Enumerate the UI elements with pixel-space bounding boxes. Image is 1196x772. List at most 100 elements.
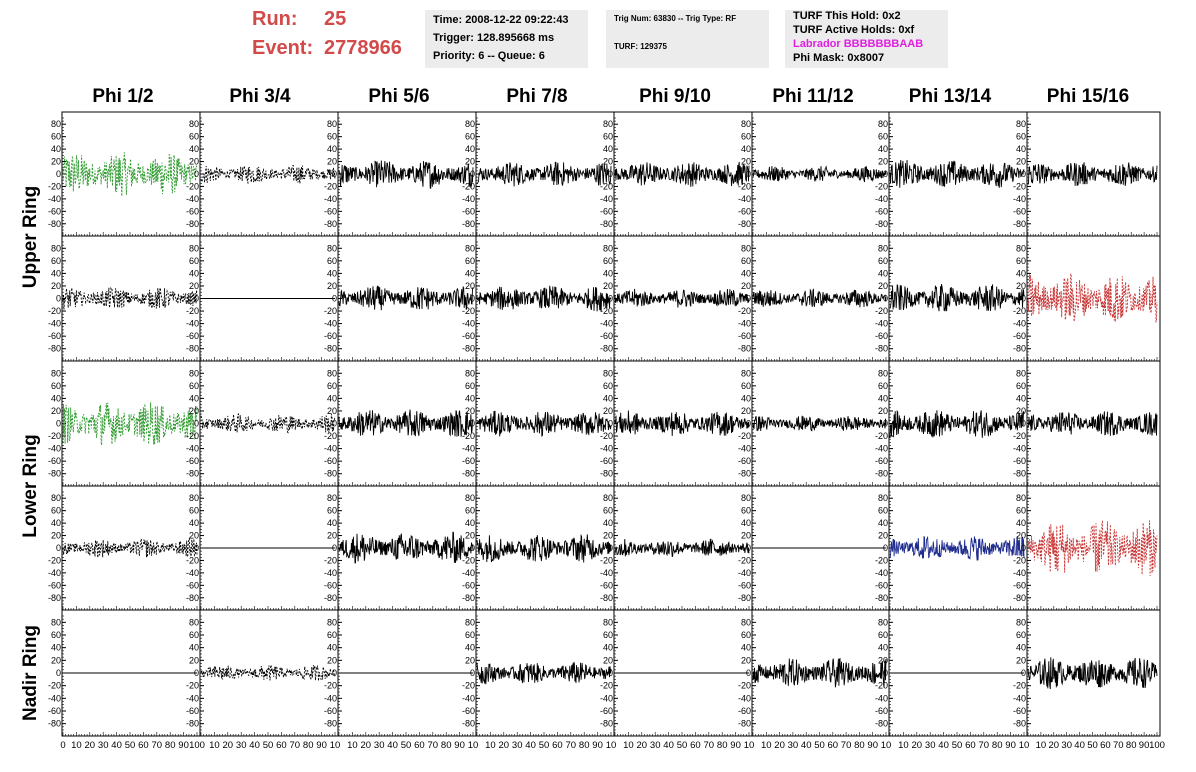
y-tick-label: 40 [189, 393, 199, 403]
y-tick-label: -60 [875, 706, 888, 716]
y-tick-label: -60 [462, 331, 475, 341]
x-tick-label: 40 [663, 740, 674, 751]
x-tick-label: 90 [867, 740, 878, 751]
y-tick-label: 60 [878, 256, 888, 266]
y-tick-label: 20 [465, 406, 475, 416]
x-tick-label: 80 [579, 740, 590, 751]
y-tick-label: 0 [194, 668, 199, 678]
y-tick-label: -20 [738, 181, 751, 191]
y-tick-label: 20 [1016, 531, 1026, 541]
waveform-trace-r2-c3 [476, 410, 612, 437]
y-tick-label: -80 [875, 593, 888, 603]
x-tick-label: 80 [717, 740, 728, 751]
x-tick-label: 50 [814, 740, 825, 751]
y-tick-label: 40 [465, 393, 475, 403]
y-tick-label: -80 [738, 593, 751, 603]
y-tick-label: -20 [48, 681, 61, 691]
y-tick-label: 20 [189, 157, 199, 167]
y-tick-label: -20 [738, 555, 751, 565]
y-tick-label: 20 [51, 531, 61, 541]
y-tick-label: 20 [51, 281, 61, 291]
waveform-trace-r1-c2 [338, 285, 474, 311]
y-tick-label: 0 [746, 668, 751, 678]
y-tick-label: 60 [465, 381, 475, 391]
y-tick-label: -80 [186, 593, 199, 603]
y-tick-label: -80 [1013, 469, 1026, 479]
y-tick-label: -20 [324, 431, 337, 441]
x-tick-label: 10 [1019, 740, 1030, 751]
y-tick-label: -40 [1013, 319, 1026, 329]
column-header-phi-7-8: Phi 7/8 [506, 86, 568, 107]
y-tick-label: 20 [741, 157, 751, 167]
y-tick-label: 20 [741, 655, 751, 665]
y-tick-label: -80 [738, 469, 751, 479]
y-tick-label: -80 [600, 593, 613, 603]
waveform-trace-r0-c0 [62, 152, 198, 197]
x-tick-label: 100 [1149, 740, 1165, 751]
y-tick-label: -20 [48, 431, 61, 441]
y-tick-label: -60 [1013, 206, 1026, 216]
y-tick-label: 60 [603, 132, 613, 142]
y-tick-label: -80 [462, 219, 475, 229]
y-tick-label: -40 [1013, 568, 1026, 578]
x-tick-label: 60 [414, 740, 425, 751]
x-tick-label: 60 [1100, 740, 1111, 751]
y-tick-label: -40 [600, 568, 613, 578]
y-tick-label: -60 [875, 206, 888, 216]
y-tick-label: 80 [189, 617, 199, 627]
y-tick-label: -80 [738, 344, 751, 354]
time-info-box: Time: 2008-12-22 09:22:43 Trigger: 128.8… [425, 10, 588, 68]
y-tick-label: -60 [186, 331, 199, 341]
y-tick-label: -80 [324, 344, 337, 354]
y-tick-label: -80 [875, 344, 888, 354]
y-tick-label: -40 [875, 194, 888, 204]
y-tick-label: -20 [875, 431, 888, 441]
y-tick-label: -60 [738, 331, 751, 341]
y-tick-label: -20 [324, 555, 337, 565]
y-tick-label: -40 [875, 693, 888, 703]
waveform-trace-r0-c3 [476, 161, 612, 187]
x-tick-label: 90 [1005, 740, 1016, 751]
y-tick-label: 80 [878, 119, 888, 129]
y-tick-label: -60 [186, 706, 199, 716]
y-tick-label: 60 [603, 630, 613, 640]
y-tick-label: 20 [51, 157, 61, 167]
x-tick-label: 40 [111, 740, 122, 751]
waveform-trace-r0-c5 [752, 165, 887, 183]
y-tick-label: 80 [327, 243, 337, 253]
y-tick-label: 0 [1021, 543, 1026, 553]
x-tick-label: 20 [85, 740, 96, 751]
x-tick-label: 10 [898, 740, 909, 751]
y-tick-label: -20 [186, 181, 199, 191]
labrador-text: Labrador BBBBBBBAAB [793, 38, 924, 50]
y-tick-label: 20 [189, 281, 199, 291]
y-tick-label: 60 [189, 381, 199, 391]
y-tick-label: -60 [48, 331, 61, 341]
y-tick-label: 20 [603, 157, 613, 167]
waveform-trace-r0-c2 [338, 160, 474, 189]
y-tick-label: 80 [465, 493, 475, 503]
y-tick-label: -80 [186, 344, 199, 354]
y-tick-label: 20 [189, 531, 199, 541]
y-tick-label: 40 [51, 643, 61, 653]
y-tick-label: -20 [738, 306, 751, 316]
y-tick-label: 0 [194, 419, 199, 429]
x-tick-label: 50 [539, 740, 550, 751]
y-tick-label: 80 [1016, 119, 1026, 129]
y-tick-label: 0 [746, 543, 751, 553]
y-tick-label: -20 [462, 555, 475, 565]
y-tick-label: -40 [738, 693, 751, 703]
y-tick-label: 0 [608, 169, 613, 179]
y-tick-label: -80 [600, 469, 613, 479]
y-tick-label: -80 [1013, 719, 1026, 729]
x-tick-label: 10 [761, 740, 772, 751]
y-tick-label: 40 [741, 144, 751, 154]
y-tick-label: 40 [741, 268, 751, 278]
y-tick-label: 0 [332, 169, 337, 179]
y-tick-label: 20 [878, 406, 888, 416]
y-tick-label: 20 [878, 531, 888, 541]
y-tick-label: -80 [324, 719, 337, 729]
x-tick-label: 70 [979, 740, 990, 751]
y-tick-label: 40 [327, 144, 337, 154]
